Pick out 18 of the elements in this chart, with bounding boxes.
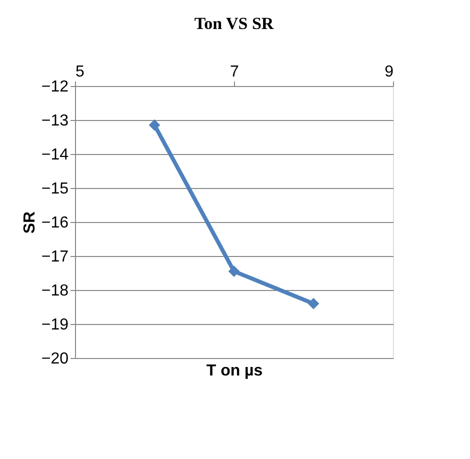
y-axis-title: SR bbox=[21, 210, 38, 234]
point bbox=[228, 266, 240, 277]
x-axis-title: T on µs bbox=[206, 362, 263, 380]
y-tick-label: −12 bbox=[41, 78, 69, 96]
x-tick-label: 9 bbox=[384, 64, 394, 80]
y-tick-label: −15 bbox=[41, 180, 69, 198]
y-tick-label: −20 bbox=[41, 350, 69, 368]
y-tick-label: −16 bbox=[41, 214, 69, 232]
y-tick-label: −19 bbox=[41, 316, 69, 334]
point bbox=[148, 119, 160, 131]
y-tick-label: −18 bbox=[41, 282, 69, 300]
x-tick-label: 5 bbox=[76, 64, 84, 80]
x-tick-label: 7 bbox=[230, 64, 240, 80]
y-tick-label: −17 bbox=[41, 248, 69, 266]
y-tick-label: −14 bbox=[41, 146, 69, 164]
chart-title: Ton VS SR bbox=[194, 14, 274, 33]
point bbox=[308, 298, 320, 310]
y-tick-label: −13 bbox=[41, 112, 69, 130]
